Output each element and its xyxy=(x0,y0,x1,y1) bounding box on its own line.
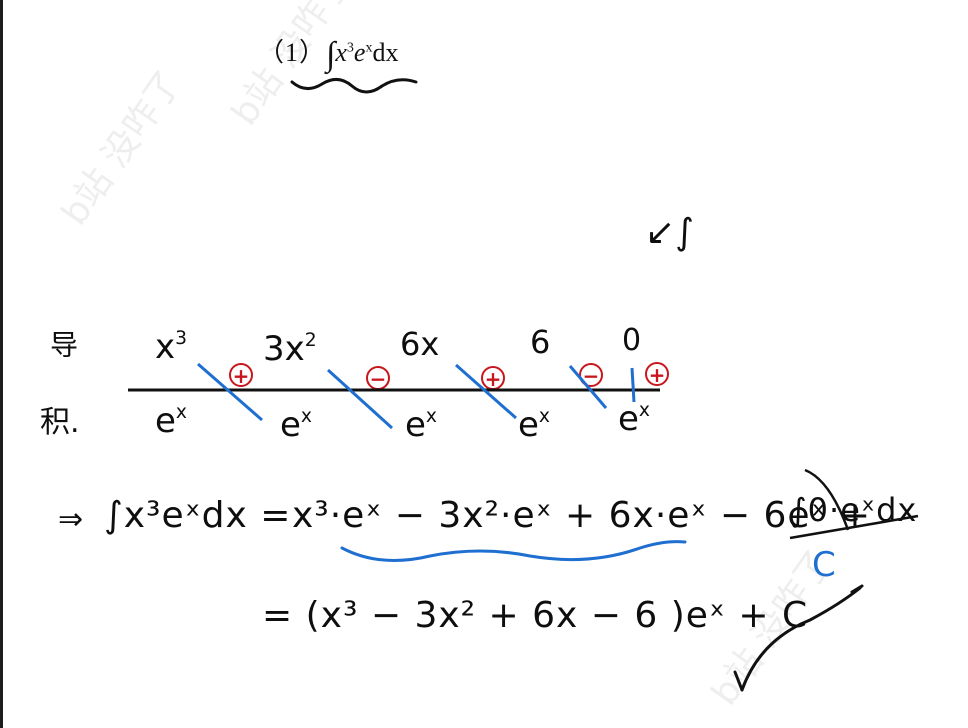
expr-dx: dx xyxy=(372,38,399,67)
top-term: 6x xyxy=(400,325,440,363)
bottom-term: ex xyxy=(405,405,437,446)
top-term: x3 xyxy=(155,327,188,368)
remainder-result: C xyxy=(812,545,836,585)
problem-number: （1） xyxy=(258,38,327,67)
implies-arrow: ⇒ xyxy=(58,502,84,537)
side-note: ↙∫ xyxy=(645,212,694,253)
sign-plus-icon: + xyxy=(645,362,669,387)
page-left-edge xyxy=(0,0,3,728)
sign-plus-icon: + xyxy=(229,363,253,388)
expr-e-exponent: x xyxy=(365,40,373,56)
top-term: 0 xyxy=(622,323,642,358)
bottom-term: ex xyxy=(280,405,312,446)
integral-sign: ∫ xyxy=(326,36,336,73)
solution-lhs: ∫x³eˣdx = xyxy=(104,495,292,536)
solution-rhs: x³·eˣ − 3x²·eˣ + 6x·eˣ − 6eˣ + xyxy=(292,495,872,536)
expr-e: e xyxy=(353,38,366,67)
derivative-row-label: 导 xyxy=(46,330,79,358)
expr-x-exponent: 3 xyxy=(346,40,354,56)
solution-final: = (x³ − 3x² + 6x − 6 )eˣ + C xyxy=(262,595,809,636)
bottom-term: ex xyxy=(618,399,650,440)
top-term: 6 xyxy=(530,323,551,361)
top-term: 3x2 xyxy=(263,329,317,370)
problem-statement: （1）∫x3exdx xyxy=(258,32,398,74)
bottom-term: ex xyxy=(155,401,187,442)
bottom-term: ex xyxy=(518,405,550,446)
integral-row-label: 积. xyxy=(40,405,80,440)
expr-x: x xyxy=(335,38,347,67)
sign-minus-icon: − xyxy=(579,363,603,388)
